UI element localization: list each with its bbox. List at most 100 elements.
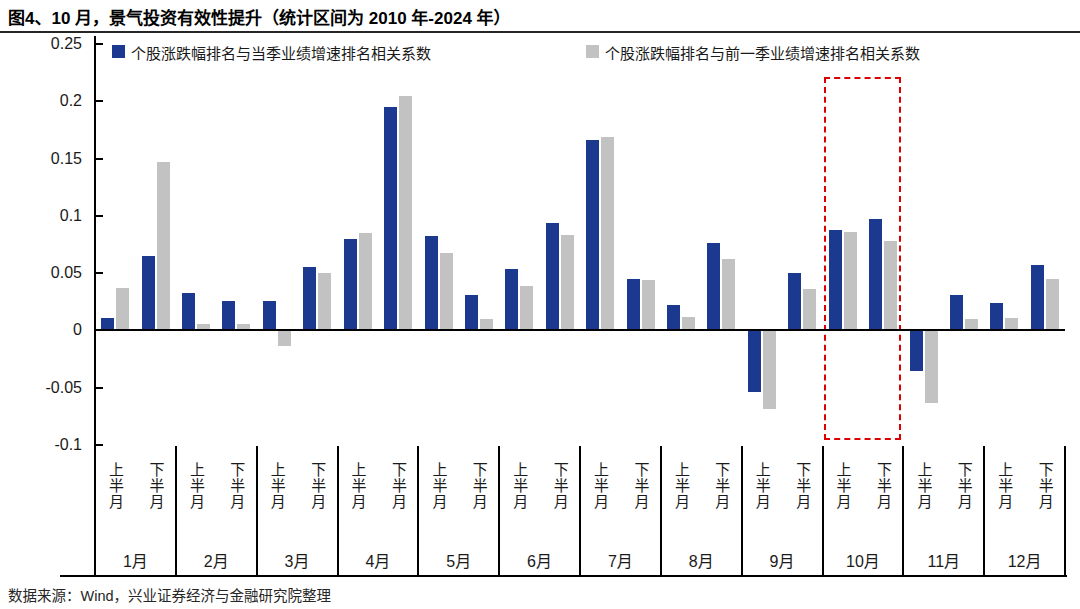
source-note: 数据来源：Wind，兴业证券经济与金融研究院整理 xyxy=(8,584,331,605)
half-month-label: 下半月 xyxy=(620,462,660,550)
y-tick-label: 0.1 xyxy=(22,207,82,225)
y-tick-label: 0 xyxy=(22,321,82,339)
bar-current xyxy=(222,301,235,331)
half-month-label: 下半月 xyxy=(135,462,175,550)
bar-previous xyxy=(278,330,291,346)
half-month-label: 上半月 xyxy=(903,462,943,550)
bar-current xyxy=(950,295,963,331)
legend-label-previous: 个股涨跌幅排名与前一季业绩增速排名相关系数 xyxy=(605,42,920,63)
half-month-label: 上半月 xyxy=(823,462,863,550)
bar-previous xyxy=(157,162,170,330)
half-month-label: 下半月 xyxy=(216,462,256,550)
month-label: 10月 xyxy=(823,548,904,572)
bar-previous xyxy=(440,253,453,331)
title-divider xyxy=(0,31,1080,33)
half-month-label: 上半月 xyxy=(984,462,1024,550)
y-tick-mark xyxy=(95,158,103,160)
y-tick-mark xyxy=(95,215,103,217)
legend-item-current: 个股涨跌幅排名与当季业绩增速排名相关系数 xyxy=(112,42,431,63)
half-month-label: 下半月 xyxy=(944,462,984,550)
bar-previous xyxy=(803,289,816,330)
month-label: 11月 xyxy=(903,548,984,572)
bar-previous xyxy=(763,330,776,409)
bar-current xyxy=(263,301,276,331)
legend-item-previous: 个股涨跌幅排名与前一季业绩增速排名相关系数 xyxy=(586,42,920,63)
bar-previous xyxy=(642,280,655,330)
month-label: 8月 xyxy=(661,548,742,572)
bar-previous xyxy=(318,273,331,330)
bar-current xyxy=(788,273,801,330)
bar-previous xyxy=(682,317,695,331)
legend-swatch-previous xyxy=(586,45,599,58)
bar-previous xyxy=(601,137,614,331)
month-label: 6月 xyxy=(499,548,580,572)
y-tick-mark xyxy=(95,444,103,446)
month-label: 7月 xyxy=(580,548,661,572)
half-month-label: 下半月 xyxy=(459,462,499,550)
zero-line xyxy=(95,329,1065,331)
month-label: 9月 xyxy=(742,548,823,572)
bar-current xyxy=(303,267,316,330)
y-tick-label: -0.1 xyxy=(22,436,82,454)
half-month-label: 下半月 xyxy=(378,462,418,550)
bar-current xyxy=(344,239,357,331)
bar-current xyxy=(667,305,680,330)
month-label: 12月 xyxy=(984,548,1065,572)
bar-current xyxy=(465,295,478,331)
bar-previous xyxy=(925,330,938,402)
bar-previous xyxy=(561,235,574,330)
bar-previous xyxy=(722,259,735,330)
bar-current xyxy=(182,293,195,331)
bar-previous xyxy=(116,288,129,330)
bar-current xyxy=(1031,265,1044,330)
y-tick-mark xyxy=(95,100,103,102)
bar-current xyxy=(707,243,720,330)
chart-page: 图4、10 月，景气投资有效性提升（统计区间为 2010 年-2024 年） 个… xyxy=(0,0,1080,609)
half-month-label: 下半月 xyxy=(782,462,822,550)
month-label: 3月 xyxy=(257,548,338,572)
half-month-label: 上半月 xyxy=(499,462,539,550)
half-month-label: 上半月 xyxy=(176,462,216,550)
bar-current xyxy=(384,107,397,330)
half-month-label: 下半月 xyxy=(540,462,580,550)
y-tick-mark xyxy=(95,272,103,274)
month-label: 2月 xyxy=(176,548,257,572)
y-tick-mark xyxy=(95,43,103,45)
half-month-label: 上半月 xyxy=(338,462,378,550)
legend-swatch-current xyxy=(112,45,125,58)
bar-current xyxy=(425,236,438,330)
half-month-label: 下半月 xyxy=(1025,462,1065,550)
bar-current xyxy=(627,279,640,331)
y-tick-label: 0.25 xyxy=(22,35,82,53)
half-month-label: 上半月 xyxy=(95,462,135,550)
half-month-label: 上半月 xyxy=(580,462,620,550)
bar-current xyxy=(910,330,923,370)
bar-current xyxy=(990,303,1003,330)
bar-current xyxy=(586,140,599,330)
half-month-label: 上半月 xyxy=(418,462,458,550)
half-month-label: 下半月 xyxy=(863,462,903,550)
y-tick-label: 0.15 xyxy=(22,150,82,168)
bar-previous xyxy=(359,233,372,330)
half-month-label: 上半月 xyxy=(257,462,297,550)
half-month-label: 下半月 xyxy=(701,462,741,550)
bar-previous xyxy=(520,286,533,331)
y-tick-label: -0.05 xyxy=(22,379,82,397)
half-month-label: 上半月 xyxy=(742,462,782,550)
half-month-label: 下半月 xyxy=(297,462,337,550)
highlight-box xyxy=(824,77,902,440)
y-tick-label: 0.05 xyxy=(22,264,82,282)
bar-current xyxy=(505,269,518,331)
month-label: 1月 xyxy=(95,548,176,572)
legend-label-current: 个股涨跌幅排名与当季业绩增速排名相关系数 xyxy=(131,42,431,63)
y-tick-label: 0.2 xyxy=(22,92,82,110)
chart-title: 图4、10 月，景气投资有效性提升（统计区间为 2010 年-2024 年） xyxy=(8,4,511,29)
bar-current xyxy=(142,256,155,330)
y-tick-mark xyxy=(95,387,103,389)
bar-previous xyxy=(1046,279,1059,331)
month-label: 5月 xyxy=(418,548,499,572)
bar-current xyxy=(546,223,559,331)
bar-current xyxy=(748,330,761,392)
x-axis-bottom-line xyxy=(60,575,1067,577)
month-label: 4月 xyxy=(338,548,419,572)
